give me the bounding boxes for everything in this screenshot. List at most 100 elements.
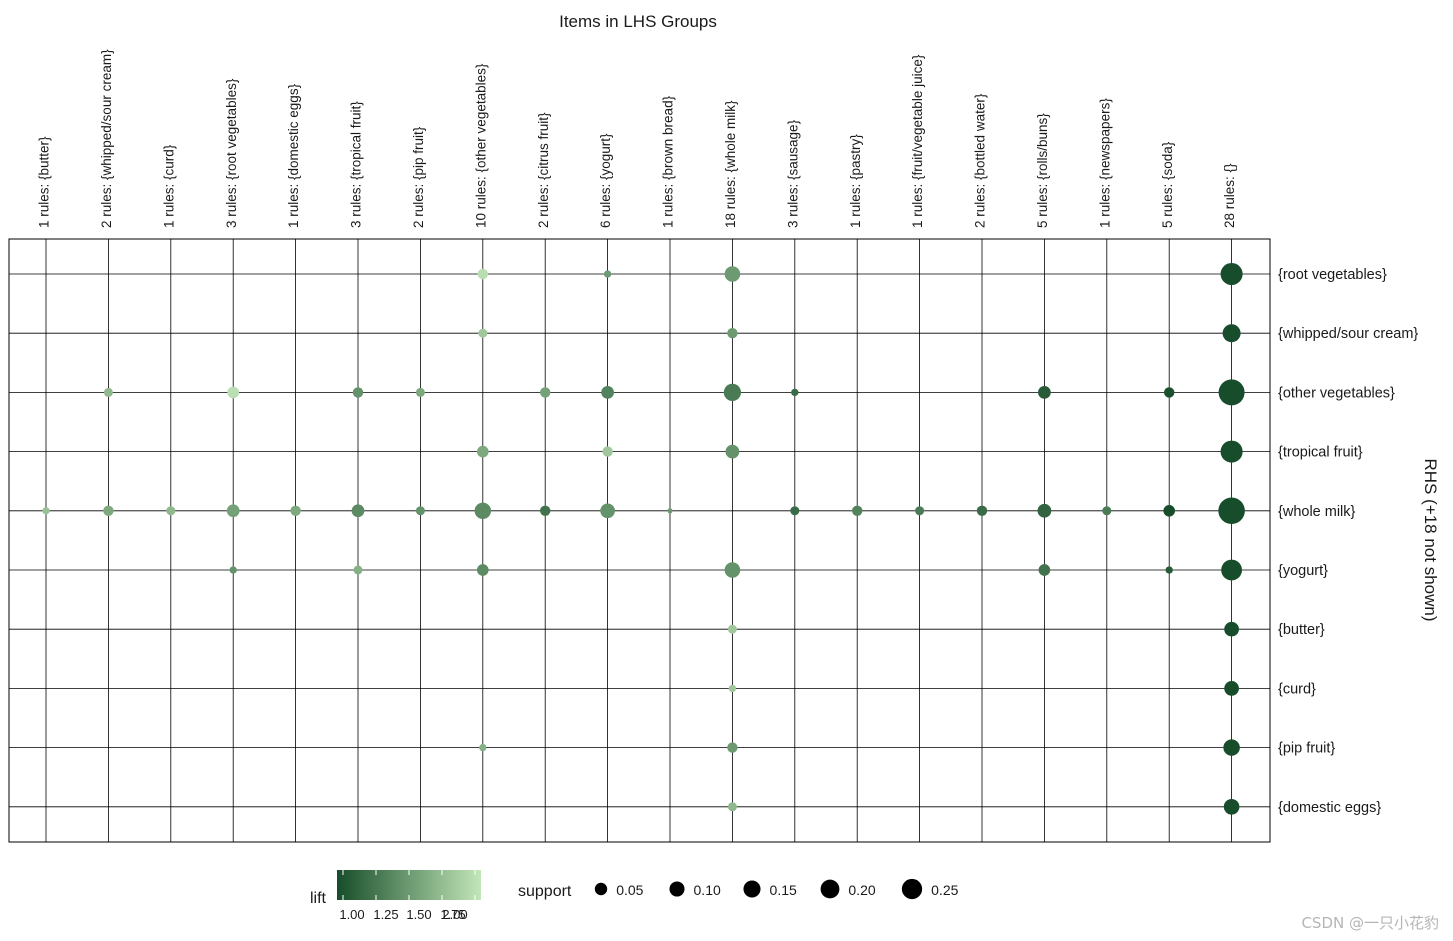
rule-point [478,328,488,338]
rule-point [1224,681,1239,696]
rhs-item-label: {pip fruit} [1278,741,1335,757]
support-legend-circle [669,881,685,897]
rule-point [1223,799,1240,815]
rhs-item-label: {domestic eggs} [1278,800,1381,816]
rule-point [42,507,50,515]
rule-point [1220,262,1243,286]
rule-point [727,328,738,339]
lhs-group-label: 28 rules: {} [1222,163,1237,228]
rule-point [353,565,363,575]
lhs-group-label: 1 rules: {brown bread} [661,95,676,228]
rule-point [724,266,741,282]
rule-point [476,445,489,458]
rhs-item-label: {whole milk} [1278,504,1356,520]
lhs-group-label: 1 rules: {fruit/vegetable juice} [910,54,925,228]
rule-point [1224,621,1239,637]
rule-point [1163,504,1176,517]
rule-point [479,743,487,752]
watermark: CSDN @一只小花豹 [1301,914,1439,932]
rule-point [1223,739,1240,756]
lhs-group-label: 2 rules: {citrus fruit} [536,112,551,228]
rule-point [1218,379,1245,406]
rule-point [474,502,492,520]
rule-point [1222,324,1241,343]
rule-points [42,262,1245,815]
rule-point [1102,506,1112,516]
rule-point [725,444,740,459]
support-legend-circle [594,882,608,896]
support-legend-circle [743,880,761,898]
rule-point [540,505,551,516]
lhs-group-label: 5 rules: {soda} [1160,141,1175,228]
rule-point [477,268,488,280]
rule-point [600,503,615,519]
rule-point [229,566,237,574]
lift-tick-label: 1.75 [440,907,465,922]
rhs-item-label: {root vegetables} [1278,267,1387,283]
rule-point [727,742,738,753]
lift-tick-label: 1.25 [373,907,398,922]
rule-point [667,508,673,514]
rule-point [415,387,425,397]
rule-point [166,506,176,516]
lhs-group-label: 1 rules: {newspapers} [1097,98,1112,228]
lift-legend: lift 1.00 1.25 1.50 1.752.00 [310,870,481,922]
rule-point [415,506,425,516]
rhs-item-label: {whipped/sour cream} [1278,326,1418,342]
rule-point [727,802,737,812]
lhs-group-label: 3 rules: {tropical fruit} [349,101,364,228]
rule-point [791,388,799,397]
lhs-group-label: 2 rules: {whipped/sour cream} [99,49,114,228]
rule-point [602,446,613,457]
rule-point [1165,566,1173,574]
lhs-group-label: 6 rules: {yogurt} [598,133,613,228]
rule-point [476,564,489,576]
lhs-group-label: 2 rules: {pip fruit} [411,126,426,228]
rule-point [226,504,240,518]
rule-point [290,505,301,516]
rhs-item-label: {butter} [1278,622,1325,638]
lhs-group-labels: 1 rules: {butter} 2 rules: {whipped/sour … [37,49,1238,228]
plot-border [8,238,1271,843]
lhs-group-label: 3 rules: {root vegetables} [224,78,239,228]
rule-point [1220,440,1243,463]
rule-point [976,505,988,516]
support-legend-circle [901,878,923,900]
rule-point [603,270,612,278]
rule-point [1038,564,1051,576]
rule-point [1164,387,1175,398]
rule-point [790,506,800,516]
rule-point [103,505,114,516]
rule-point [728,684,737,693]
rule-point [540,387,551,398]
rhs-item-label: {tropical fruit} [1278,445,1363,461]
support-legend-label: 0.25 [931,882,958,898]
lhs-group-label: 2 rules: {bottled water} [973,93,988,228]
rhs-item-labels: {root vegetables} {whipped/sour cream} {ot… [1278,267,1418,816]
support-legend-label: 0.20 [848,882,875,898]
rule-point [727,624,737,634]
lhs-group-label: 18 rules: {whole milk} [723,100,738,228]
lift-tick-label: 2.00 [442,907,467,922]
support-legend-label: 0.10 [694,882,721,898]
lhs-group-label: 1 rules: {pastry} [848,134,863,228]
rhs-item-label: {other vegetables} [1278,385,1395,401]
lift-tick-label: 1.50 [406,907,431,922]
rule-point [1221,559,1242,581]
support-legend-title: support [518,883,572,900]
lhs-group-label: 1 rules: {curd} [161,144,176,228]
rhs-item-label: {yogurt} [1278,563,1328,579]
lhs-group-label: 1 rules: {domestic eggs} [286,83,301,228]
rhs-item-label: {curd} [1278,681,1316,697]
chart-title: Items in LHS Groups [559,12,717,31]
support-legend-circle [820,879,840,899]
rule-point [227,386,240,399]
rule-point [103,387,113,397]
support-legend: support 0.05 0.10 0.15 0.20 0.25 [518,878,959,900]
rule-point [1218,497,1245,525]
plot-grid [8,238,1271,843]
rule-point [601,386,614,399]
lift-legend-title: lift [310,890,327,907]
rhs-axis-label: RHS (+18 not shown) [1421,459,1440,622]
